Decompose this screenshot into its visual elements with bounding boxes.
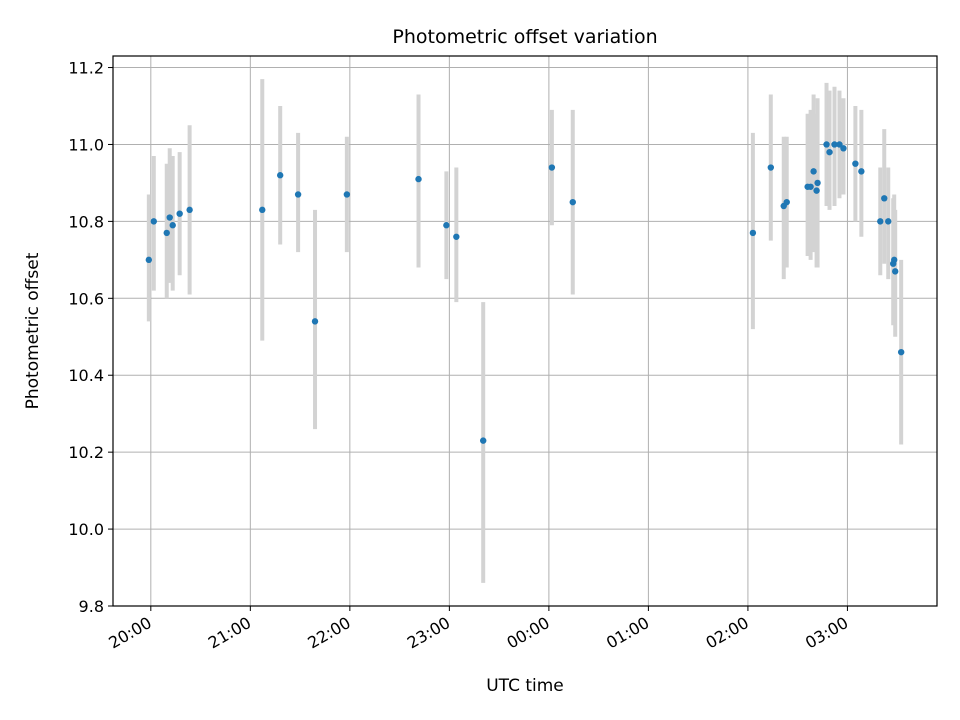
data-point <box>807 183 814 190</box>
data-point <box>852 160 859 167</box>
data-point <box>858 168 865 175</box>
plot-frame <box>112 55 938 607</box>
data-point <box>836 141 843 148</box>
y-tick-label: 9.8 <box>79 597 104 616</box>
data-point <box>749 229 757 237</box>
data-point <box>176 210 183 217</box>
data-point <box>810 168 817 175</box>
data-point <box>166 214 173 221</box>
data-point <box>881 195 888 202</box>
y-tick-label: 10.6 <box>68 289 104 308</box>
y-tick-label: 10.2 <box>68 443 104 462</box>
data-point <box>831 141 838 148</box>
data-point <box>453 233 460 240</box>
data-point <box>885 218 892 225</box>
data-point <box>783 198 790 206</box>
y-axis-ticks: 9.8 10.0 10.2 10.4 10.6 10.8 11.0 11.2 <box>68 59 113 616</box>
data-point <box>840 145 847 152</box>
data-point <box>311 318 319 325</box>
y-tick-label: 10.8 <box>68 212 104 231</box>
data-point <box>892 268 899 275</box>
data-point <box>569 198 576 206</box>
data-point <box>145 256 153 264</box>
y-tick-label: 10.0 <box>68 520 104 539</box>
y-tick-label: 11.0 <box>68 135 104 154</box>
data-point <box>169 222 176 229</box>
data-point <box>767 164 775 171</box>
data-point <box>480 437 487 444</box>
chart-title: Photometric offset variation <box>392 26 657 48</box>
data-point <box>343 191 351 198</box>
data-point <box>186 206 193 214</box>
y-tick-label: 11.2 <box>68 59 104 78</box>
data-point <box>443 222 450 229</box>
data-point <box>150 218 158 225</box>
data-point <box>163 229 170 237</box>
data-point <box>548 164 556 171</box>
y-tick-label: 10.4 <box>68 366 104 385</box>
data-point <box>415 175 422 183</box>
data-point <box>877 218 884 225</box>
y-axis-label: Photometric offset <box>23 252 43 409</box>
data-point <box>294 191 302 198</box>
data-points <box>145 141 905 444</box>
data-point <box>826 148 833 156</box>
x-axis-label: UTC time <box>486 676 564 696</box>
data-point <box>259 206 266 214</box>
data-point <box>276 172 284 179</box>
data-point <box>813 187 820 194</box>
data-point <box>897 348 905 356</box>
data-point <box>814 179 821 187</box>
data-point <box>823 141 830 148</box>
data-point <box>891 256 898 264</box>
